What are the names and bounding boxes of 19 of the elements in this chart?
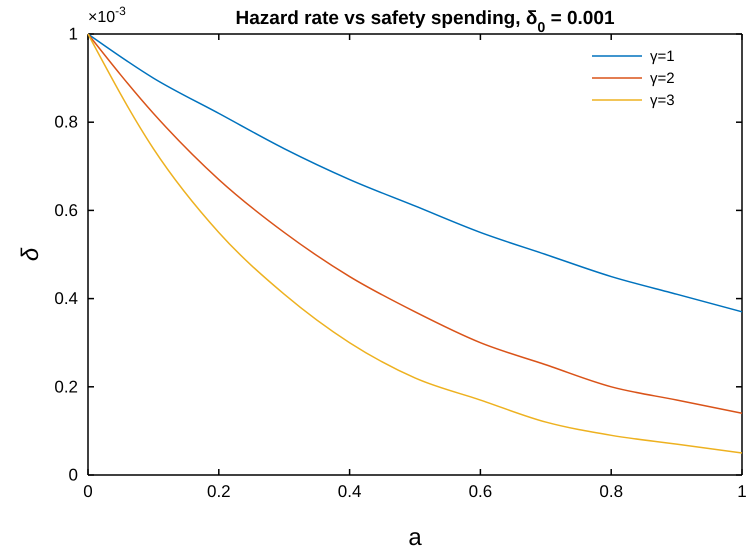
y-axis-title: δ: [17, 247, 44, 262]
x-tick-label: 1: [737, 482, 747, 502]
y-tick-label: 0.6: [54, 200, 78, 220]
x-axis-title: a: [408, 524, 422, 551]
chart-title: Hazard rate vs safety spending, δ$_{0}$ = 0.001: [235, 8, 615, 36]
x-tick-label: 0: [83, 482, 93, 502]
legend-label: γ=2: [650, 70, 675, 87]
y-tick-label: 1: [68, 24, 78, 44]
x-tick-label: 0.8: [599, 482, 624, 502]
y-tick-label: 0.4: [54, 289, 78, 308]
legend-label: γ=1: [650, 48, 675, 65]
legend-label: γ=3: [650, 92, 675, 109]
x-tick-label: 0.2: [206, 482, 231, 502]
x-tick-label: 0.6: [468, 482, 492, 502]
text: ×10$^{-3}$: [88, 4, 126, 26]
y-tick-label: 0.2: [54, 377, 78, 396]
x-tick-label: 0.4: [338, 482, 362, 502]
y-tick-label: 0: [68, 465, 78, 484]
y-tick-label: 0.8: [54, 112, 78, 132]
